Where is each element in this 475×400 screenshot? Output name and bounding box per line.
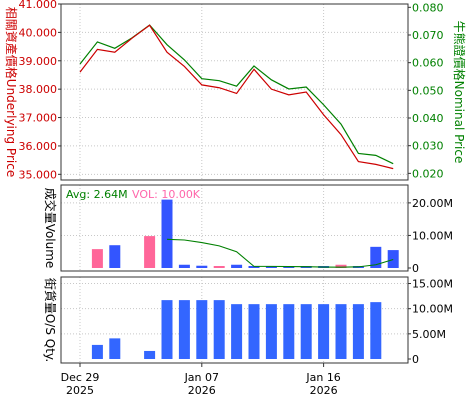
underlying-tick-label: 41.000	[19, 0, 58, 11]
outstanding-qty-tick-label: 5.00M	[412, 328, 446, 341]
nominal-tick-label: 0.030	[412, 140, 444, 153]
date-year-label: 2025	[66, 384, 94, 397]
volume-bar	[91, 249, 103, 268]
date-year-label: 2026	[188, 384, 216, 397]
volume-axis-label: 成交量Volume	[43, 188, 58, 269]
nominal-tick-label: 0.050	[412, 84, 444, 97]
volume-tick-label: 0	[412, 262, 419, 275]
volume-tick-label: 10.00M	[412, 229, 453, 242]
outstanding-qty-bar	[335, 304, 347, 359]
outstanding-qty-bar	[161, 300, 173, 359]
outstanding-qty-bar	[231, 304, 243, 359]
outstanding-qty-bar	[318, 304, 330, 359]
volume-bar	[231, 264, 243, 268]
outstanding-qty-bar	[144, 350, 156, 359]
volume-bar	[213, 266, 225, 268]
nominal-tick-label: 0.060	[412, 57, 444, 70]
underlying-price-line	[79, 24, 394, 170]
outstanding-qty-bar	[178, 300, 190, 359]
outstanding-qty-panel-frame	[60, 276, 409, 364]
outstanding-qty-bar	[91, 344, 103, 359]
date-year-label: 2026	[310, 384, 338, 397]
outstanding-qty-bar	[352, 304, 364, 359]
volume-bar	[161, 199, 173, 268]
underlying-tick-label: 40.000	[19, 26, 58, 39]
volume-bar	[335, 264, 347, 268]
outstanding-qty-panel: 0 5.00M 10.00M 15.00M 街貨量O/S Qty.	[43, 276, 453, 366]
outstanding-qty-bar	[196, 300, 208, 359]
outstanding-qty-bar	[109, 338, 121, 359]
volume-panel-frame	[60, 184, 409, 272]
volume-bar	[109, 245, 121, 268]
price-panel-frame	[60, 3, 409, 181]
date-tick-label: Jan 07	[184, 371, 219, 384]
outstanding-qty-bar	[370, 302, 382, 359]
volume-current-legend: VOL: 10.00K	[132, 188, 201, 201]
outstanding-qty-bar	[283, 304, 295, 359]
volume-bar	[387, 250, 399, 268]
volume-bar	[196, 265, 208, 268]
volume-bar	[265, 266, 277, 268]
volume-bar	[370, 246, 382, 268]
underlying-tick-label: 35.000	[19, 168, 58, 181]
outstanding-qty-bar	[300, 304, 312, 359]
volume-panel: 0 10.00M 20.00M Avg: 2.64M VOL: 10.00K 成交量…	[43, 184, 453, 275]
outstanding-qty-tick-label: 15.00M	[412, 278, 453, 291]
volume-bar	[248, 266, 260, 268]
nominal-tick-label: 0.020	[412, 167, 444, 180]
underlying-tick-label: 37.000	[19, 112, 58, 125]
volume-average-line	[166, 238, 394, 268]
outstanding-qty-tick-label: 10.00M	[412, 303, 453, 316]
nominal-tick-label: 0.040	[412, 112, 444, 125]
underlying-price-axis-label: 相關資產價格Underlying Price	[4, 7, 19, 177]
volume-tick-label: 20.00M	[412, 197, 453, 210]
outstanding-qty-bar	[265, 304, 277, 359]
underlying-tick-label: 38.000	[19, 83, 58, 96]
underlying-tick-label: 39.000	[19, 55, 58, 68]
outstanding-qty-axis-label: 街貨量O/S Qty.	[43, 278, 58, 362]
volume-bar	[178, 264, 190, 268]
date-tick-label: Jan 16	[305, 371, 340, 384]
volume-bar	[144, 236, 156, 268]
outstanding-qty-bar	[213, 300, 225, 359]
volume-avg-legend: Avg: 2.64M	[66, 188, 128, 201]
date-tick-label: Dec 29	[61, 371, 100, 384]
nominal-tick-label: 0.070	[412, 29, 444, 42]
outstanding-qty-tick-label: 0	[412, 353, 419, 366]
nominal-price-axis-label: 牛熊證價格Nominal Price	[452, 21, 467, 164]
outstanding-qty-bar	[248, 304, 260, 359]
underlying-tick-label: 36.000	[19, 140, 58, 153]
nominal-tick-label: 0.080	[412, 1, 444, 14]
